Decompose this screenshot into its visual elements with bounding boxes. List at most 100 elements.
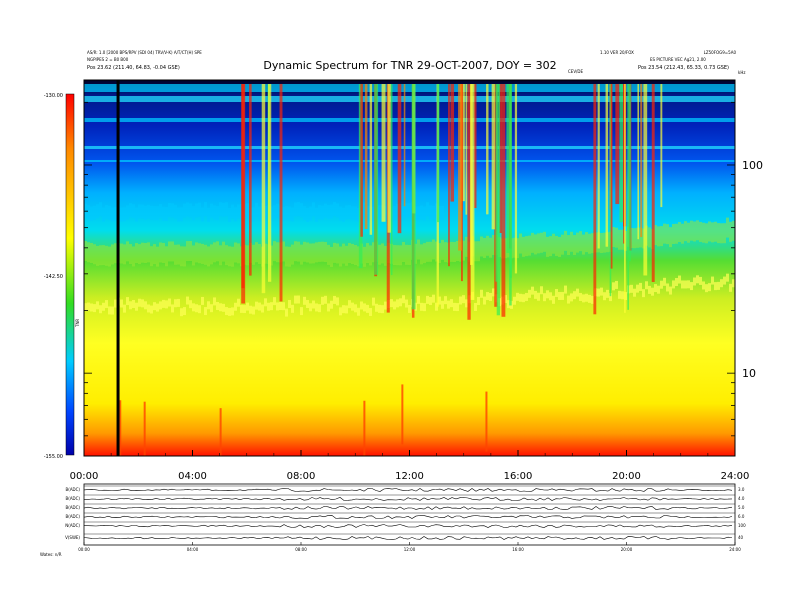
plasma-column: [186, 296, 189, 305]
plasma-column: [186, 241, 189, 262]
burst-streak: [465, 84, 468, 215]
plasma-column: [693, 221, 696, 242]
plasma-column: [591, 295, 594, 304]
plasma-column: [285, 246, 288, 267]
plasma-column: [417, 239, 420, 260]
plasma-column: [612, 227, 615, 248]
plasma-column: [303, 206, 306, 221]
plasma-column: [144, 205, 147, 220]
burst-streak: [593, 84, 597, 315]
burst-streak: [496, 84, 500, 316]
plasma-column: [294, 295, 297, 304]
plasma-column: [315, 303, 318, 312]
plasma-column: [174, 244, 177, 265]
burst-streak: [374, 84, 379, 275]
plasma-column: [309, 206, 312, 221]
plasma-column: [366, 243, 369, 264]
panel-label-left: B(ADC): [66, 487, 81, 492]
plasma-column: [489, 292, 492, 301]
plasma-column: [456, 240, 459, 261]
plasma-column: [636, 284, 639, 293]
panel-label-right: 5.0: [738, 505, 745, 510]
plasma-column: [519, 233, 522, 254]
plasma-column: [177, 244, 180, 265]
plasma-column: [723, 276, 726, 285]
meta-right-1: 1.10 VER 20/FOX: [600, 50, 634, 55]
plasma-column: [426, 202, 429, 217]
plasma-column: [99, 245, 102, 266]
plasma-column: [369, 245, 372, 266]
plasma-column: [165, 206, 168, 221]
plasma-column: [381, 305, 384, 314]
plasma-column: [588, 233, 591, 254]
plasma-column: [159, 204, 162, 219]
plasma-column: [435, 302, 438, 311]
spike: [119, 400, 122, 456]
plasma-column: [270, 302, 273, 311]
plasma-column: [207, 207, 210, 222]
plasma-column: [540, 232, 543, 253]
plasma-column: [213, 205, 216, 220]
plasma-column: [231, 307, 234, 316]
plasma-column: [363, 202, 366, 217]
plasma-column: [450, 299, 453, 308]
plasma-column: [699, 221, 702, 242]
plasma-column: [321, 296, 324, 305]
plasma-column: [252, 207, 255, 222]
plasma-column: [465, 236, 468, 257]
plasma-column: [93, 304, 96, 313]
plasma-column: [690, 220, 693, 241]
plasma-column: [171, 241, 174, 262]
plasma-column: [201, 207, 204, 222]
plasma-column: [492, 288, 495, 297]
colorbar-label: TNR: [75, 319, 80, 328]
burst-streak: [397, 84, 402, 234]
plasma-column: [333, 242, 336, 263]
plasma-column: [456, 303, 459, 312]
plasma-column: [399, 298, 402, 307]
plasma-column: [144, 242, 147, 263]
burst-streak: [610, 84, 613, 269]
spike: [401, 384, 404, 445]
plasma-column: [90, 206, 93, 221]
plasma-column: [516, 292, 519, 301]
plasma-column: [192, 245, 195, 266]
plasma-column: [87, 242, 90, 263]
panel-label-left: B(ADC): [66, 505, 81, 510]
plasma-column: [294, 202, 297, 217]
plasma-column: [327, 244, 330, 265]
plasma-column: [345, 305, 348, 314]
plasma-column: [342, 243, 345, 264]
plasma-column: [699, 276, 702, 285]
plasma-column: [663, 223, 666, 244]
plasma-column: [546, 236, 549, 257]
plasma-column: [390, 299, 393, 308]
burst-streak: [491, 84, 495, 230]
plasma-column: [105, 300, 108, 309]
plasma-column: [159, 242, 162, 263]
plasma-column: [477, 241, 480, 262]
plasma-column: [531, 286, 534, 295]
plasma-column: [306, 207, 309, 222]
plasma-column: [717, 281, 720, 290]
plasma-column: [195, 304, 198, 313]
plasma-column: [633, 288, 636, 297]
plasma-column: [102, 302, 105, 311]
panel-x-tick-label: 24:00: [729, 547, 741, 552]
burst-streak: [470, 84, 475, 300]
plasma-column: [588, 294, 591, 303]
plasma-column: [447, 300, 450, 309]
plasma-column: [351, 206, 354, 221]
panel-label-right: 40: [738, 535, 744, 540]
plasma-column: [354, 304, 357, 313]
plasma-column: [291, 207, 294, 222]
y-tick-label: 100: [742, 159, 763, 172]
plasma-column: [93, 205, 96, 220]
panel-label-right: 100: [738, 523, 746, 528]
x-tick-label: 08:00: [287, 471, 316, 482]
plasma-column: [660, 226, 663, 247]
plasma-column: [219, 303, 222, 312]
plasma-column: [717, 223, 720, 244]
plasma-column: [276, 242, 279, 263]
